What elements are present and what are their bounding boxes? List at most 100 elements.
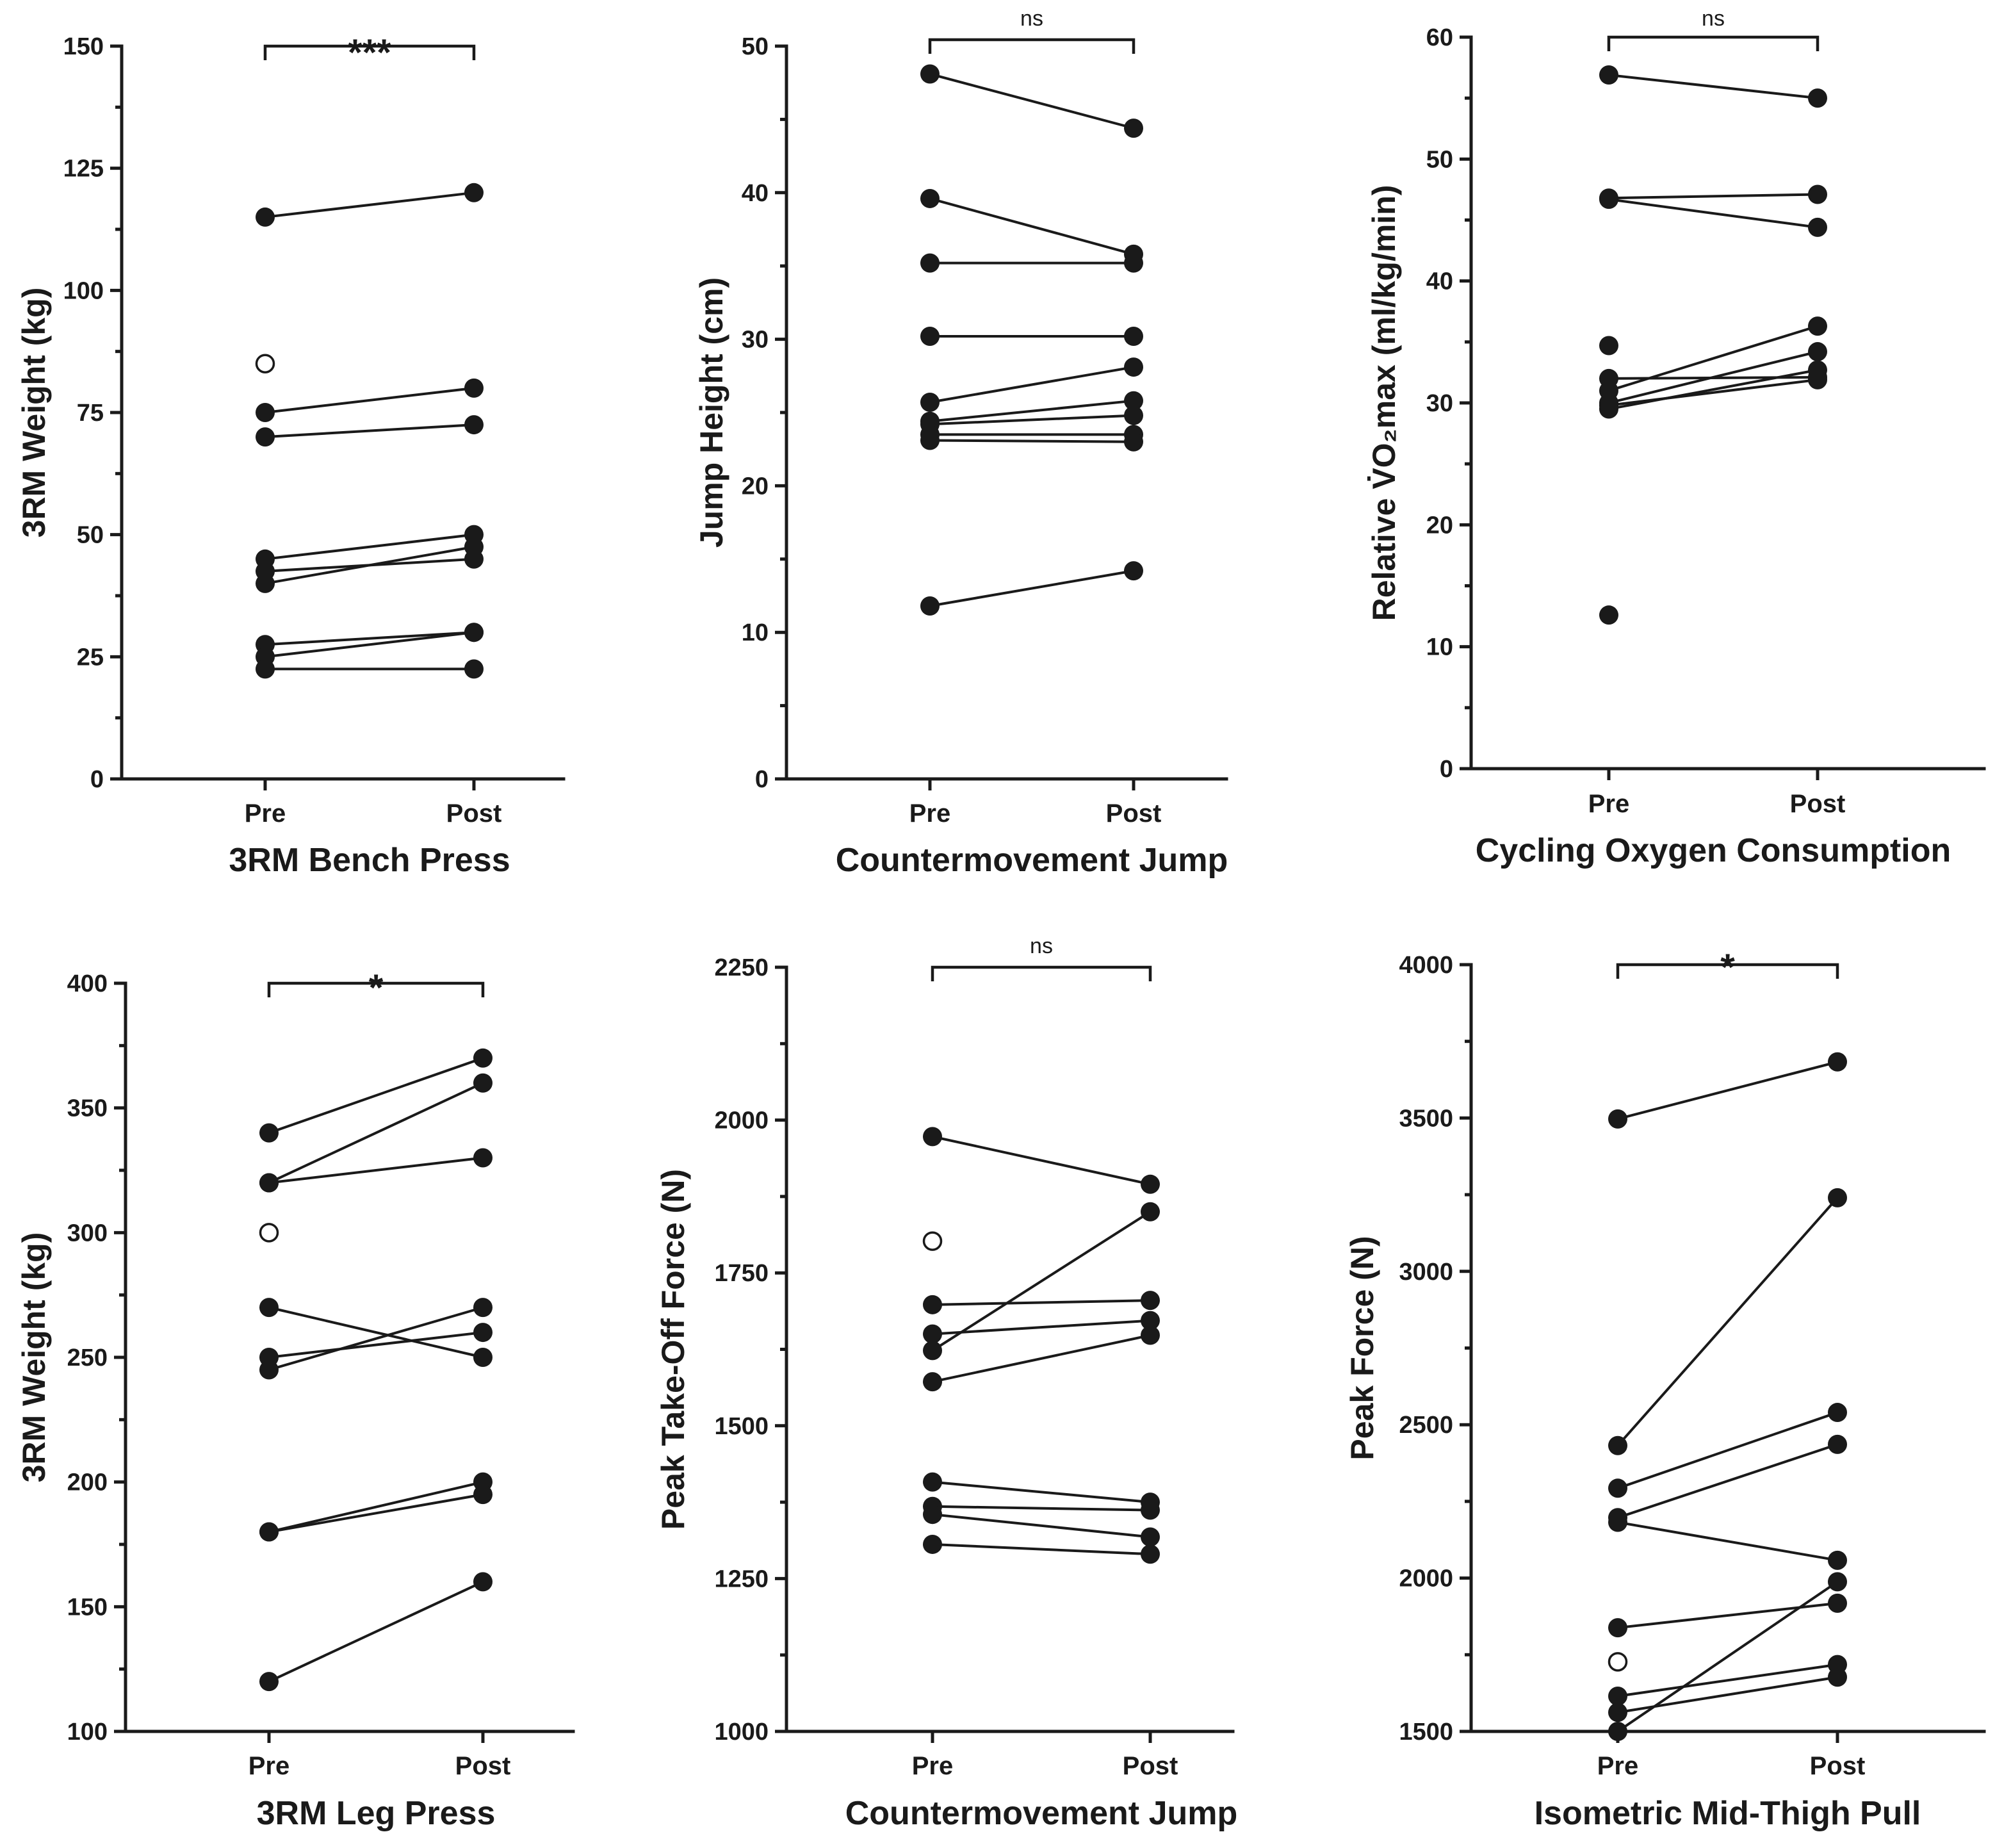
post-point-2 — [464, 378, 484, 398]
pair-line-5 — [932, 1334, 1151, 1384]
post-point-9 — [464, 659, 484, 679]
significance-bracket — [267, 981, 485, 997]
post-point-4 — [1828, 1434, 1847, 1454]
y-tick-label: 1000 — [714, 1719, 769, 1746]
x-axis-title: Countermovement Jump — [836, 842, 1228, 879]
pair-line-1 — [932, 1135, 1151, 1186]
pair-line-4 — [1617, 1443, 1838, 1519]
significance-label: * — [369, 967, 384, 1009]
significance-bracket — [931, 965, 1152, 981]
post-point-8 — [464, 623, 484, 642]
y-tick-label: 250 — [67, 1345, 108, 1371]
pre-point-1 — [1608, 1109, 1627, 1129]
pre-point-1 — [256, 207, 275, 227]
pair-line-6 — [929, 399, 1134, 423]
pre-point-9 — [259, 1672, 279, 1692]
post-point-3 — [1124, 253, 1143, 273]
pre-point-3 — [920, 253, 940, 273]
post-point-6 — [1808, 342, 1827, 362]
y-tick-label: 50 — [77, 522, 104, 549]
chart-panel-6: 1500 2000 2500 3000 3500 4000 Pre Post Isometric… — [1344, 947, 1986, 1832]
pair-line-6 — [932, 1480, 1151, 1504]
pair-line-8 — [265, 631, 475, 658]
post-point-2 — [1141, 1291, 1160, 1311]
x-tick-label-post: Post — [1810, 1752, 1866, 1780]
unpaired-point-1 — [1599, 336, 1618, 356]
significance-label: ns — [1030, 934, 1053, 958]
significance-label: *** — [348, 32, 391, 74]
pair-line-3 — [1608, 198, 1818, 229]
post-point-1 — [1808, 88, 1827, 108]
post-point-10 — [1124, 561, 1143, 581]
pre-point-1 — [1599, 65, 1618, 85]
post-point-8 — [1808, 370, 1827, 389]
pair-line-3 — [1617, 1411, 1838, 1490]
pair-line-3 — [265, 423, 475, 439]
y-tick-label: 50 — [1426, 146, 1453, 173]
significance-bracket — [263, 44, 476, 60]
pair-line-9 — [268, 1580, 484, 1683]
x-axis-title: Countermovement Jump — [845, 1795, 1238, 1832]
pair-line-7 — [1617, 1663, 1838, 1697]
pair-line-6 — [268, 1306, 484, 1371]
x-tick-label-pre: Pre — [912, 1752, 954, 1780]
pair-line-2 — [929, 197, 1134, 256]
pair-line-8 — [932, 1513, 1151, 1539]
chart-panel-4: 100 150 200 250 300 350 400 Pre Post 3RM Leg Pres… — [16, 967, 575, 1832]
post-point-5 — [1808, 316, 1827, 336]
y-tick-label: 3000 — [1399, 1259, 1453, 1286]
pre-point-9 — [920, 430, 940, 450]
post-point-8 — [473, 1485, 493, 1505]
post-point-3 — [1141, 1311, 1160, 1330]
pre-point-2 — [256, 403, 275, 422]
pair-line-7 — [932, 1505, 1151, 1512]
pre-point-3 — [256, 427, 275, 447]
post-point-5 — [473, 1323, 493, 1343]
y-tick-label: 30 — [1426, 390, 1453, 417]
pre-point-2 — [923, 1295, 942, 1314]
pair-line-7 — [265, 631, 475, 646]
post-point-9 — [1828, 1572, 1847, 1592]
y-tick-label: 0 — [90, 766, 104, 793]
post-point-5 — [1828, 1550, 1847, 1570]
pre-point-3 — [259, 1173, 279, 1193]
x-axis-title: Isometric Mid-Thigh Pull — [1535, 1795, 1921, 1832]
pre-point-6 — [256, 573, 275, 593]
y-tick-label: 200 — [67, 1469, 108, 1496]
x-tick-label-post: Post — [455, 1752, 511, 1780]
pair-line-5 — [1617, 1521, 1838, 1562]
y-tick-label: 20 — [742, 473, 769, 500]
post-point-9 — [1141, 1544, 1160, 1564]
post-point-1 — [473, 1048, 493, 1068]
pre-point-10 — [920, 596, 940, 616]
post-point-4 — [473, 1348, 493, 1367]
y-tick-label: 1500 — [714, 1413, 769, 1440]
pair-line-9 — [929, 439, 1134, 443]
pre-point-8 — [259, 1522, 279, 1542]
post-point-3 — [1828, 1403, 1847, 1423]
y-tick-label: 3500 — [1399, 1105, 1453, 1132]
y-axis-title: 3RM Weight (kg) — [16, 1232, 52, 1483]
pre-point-4 — [920, 327, 940, 347]
pair-line-7 — [1608, 368, 1818, 411]
pre-point-1 — [920, 64, 940, 84]
pair-line-6 — [265, 545, 475, 585]
y-tick-label: 100 — [67, 1719, 108, 1746]
post-point-6 — [1124, 391, 1143, 411]
post-point-1 — [1124, 119, 1143, 138]
x-tick-label-pre: Pre — [1588, 790, 1630, 818]
y-tick-label: 350 — [67, 1095, 108, 1122]
y-axis-title: Relative V̇O₂max (ml/kg/min) — [1366, 185, 1402, 621]
y-tick-label: 10 — [742, 619, 769, 646]
y-tick-label: 20 — [1426, 512, 1453, 539]
pre-point-4 — [259, 1298, 279, 1318]
pre-point-7 — [1608, 1686, 1627, 1706]
post-point-3 — [473, 1148, 493, 1168]
post-point-2 — [1808, 184, 1827, 204]
chart-panel-5: 1000 1250 1500 1750 2000 2250 Pre Post Countermo… — [655, 934, 1237, 1832]
pre-point-8 — [1608, 1703, 1627, 1722]
post-point-9 — [1124, 432, 1143, 452]
post-point-2 — [1828, 1188, 1847, 1207]
y-tick-label: 0 — [1440, 756, 1453, 783]
